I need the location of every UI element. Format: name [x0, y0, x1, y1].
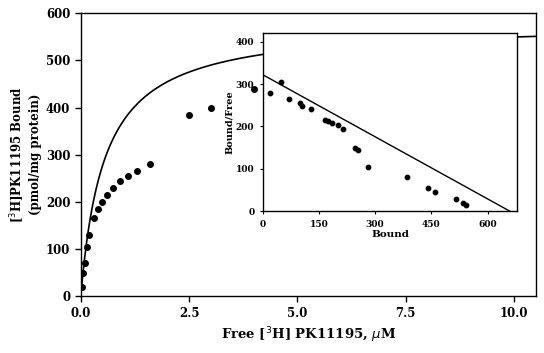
Point	[102, 192, 111, 198]
Point	[124, 173, 133, 179]
Point	[133, 168, 141, 174]
Point	[510, 38, 518, 43]
Point	[109, 185, 118, 191]
Point	[79, 270, 88, 275]
Point	[83, 244, 91, 250]
Point	[293, 77, 302, 82]
Point	[81, 260, 89, 266]
Point	[185, 112, 194, 118]
Point	[250, 86, 258, 91]
Point	[89, 216, 98, 221]
Point	[98, 199, 107, 205]
Point	[146, 161, 154, 167]
X-axis label: Free [$^{3}$H] PK11195, $\mu$M: Free [$^{3}$H] PK11195, $\mu$M	[221, 325, 396, 345]
Y-axis label: [$^{3}$H]PK11195 Bound
(pmol/mg protein): [$^{3}$H]PK11195 Bound (pmol/mg protein)	[8, 86, 42, 223]
Point	[85, 232, 94, 238]
Point	[78, 284, 86, 289]
Point	[423, 48, 432, 54]
Point	[466, 41, 475, 47]
Point	[401, 50, 410, 56]
Point	[115, 178, 124, 184]
Point	[206, 105, 215, 110]
Point	[94, 206, 102, 212]
